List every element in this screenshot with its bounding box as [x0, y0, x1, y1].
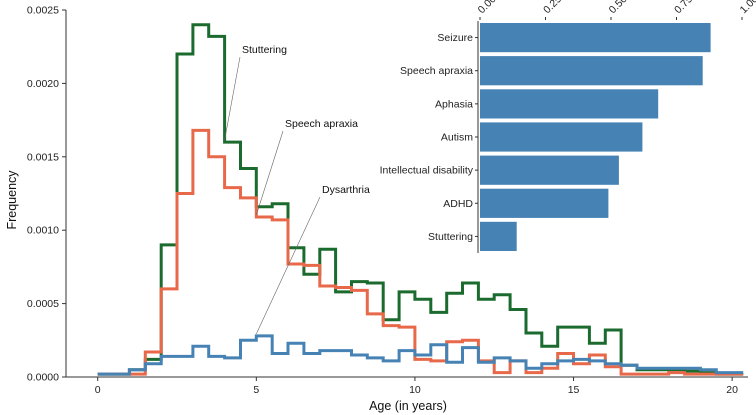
- x-tick-label: 15: [568, 384, 580, 396]
- annotation-label: Speech apraxia: [285, 118, 358, 130]
- annotation-leader-line: [224, 56, 241, 141]
- inset-category-label: Intellectual disability: [380, 165, 474, 177]
- y-tick-label: 0.0015: [27, 151, 59, 163]
- bar-adhd: [480, 188, 609, 218]
- inset-x-tick-label: 0.25: [541, 0, 564, 16]
- inset-x-tick-label: 0.00: [476, 0, 499, 16]
- series-line-dysarthria: [97, 334, 744, 376]
- bar-speech-apraxia: [480, 56, 703, 86]
- main-chart-series: [97, 23, 744, 376]
- x-axis-title: Age (in years): [369, 399, 447, 413]
- x-tick-label: 0: [95, 384, 101, 396]
- bar-autism: [480, 122, 643, 152]
- inset-category-label: ADHD: [443, 198, 473, 210]
- series-line-stuttering: [97, 23, 744, 376]
- annotation-label: Dysarthria: [322, 184, 370, 196]
- annotation-leader-line: [256, 196, 321, 335]
- inset-x-tick-label: 1.00: [738, 0, 756, 16]
- y-tick-label: 0.0025: [27, 5, 59, 17]
- histogram-line-chart: 0.0000 0.0005 0.0010 0.0015 0.0020 0.0025 0 5 10…: [5, 5, 748, 413]
- bar-seizure: [480, 23, 711, 53]
- y-tick-label: 0.0020: [27, 78, 59, 90]
- y-tick-label: 0.0010: [27, 225, 59, 237]
- y-axis-title: Frequency: [5, 170, 19, 230]
- main-chart-annotations: Stuttering Speech apraxia Dysarthria: [224, 44, 370, 335]
- y-tick-label: 0.0005: [27, 298, 59, 310]
- inset-x-tick-label: 0.50: [607, 0, 630, 16]
- inset-category-label: Speech apraxia: [400, 65, 473, 77]
- bar-stuttering: [480, 221, 517, 251]
- inset-bar-chart: 0.00 0.25 0.50 0.75 1.00 Seizure Speech apraxi…: [380, 0, 756, 253]
- annotation-leader-line: [256, 130, 284, 216]
- inset-category-label: Seizure: [437, 32, 473, 44]
- inset-x-tick-label: 0.75: [672, 0, 695, 16]
- main-chart-axes: 0.0000 0.0005 0.0010 0.0015 0.0020 0.0025 0 5 10…: [27, 5, 748, 396]
- bar-intellectual-disability: [480, 155, 619, 185]
- y-tick-label: 0.0000: [27, 372, 59, 384]
- x-tick-label: 10: [409, 384, 421, 396]
- inset-category-label: Aphasia: [435, 98, 473, 110]
- x-tick-label: 5: [253, 384, 259, 396]
- inset-category-label: Autism: [441, 132, 473, 144]
- x-tick-label: 20: [726, 384, 738, 396]
- inset-category-label: Stuttering: [428, 231, 473, 243]
- bar-aphasia: [480, 89, 659, 119]
- annotation-label: Stuttering: [242, 44, 287, 56]
